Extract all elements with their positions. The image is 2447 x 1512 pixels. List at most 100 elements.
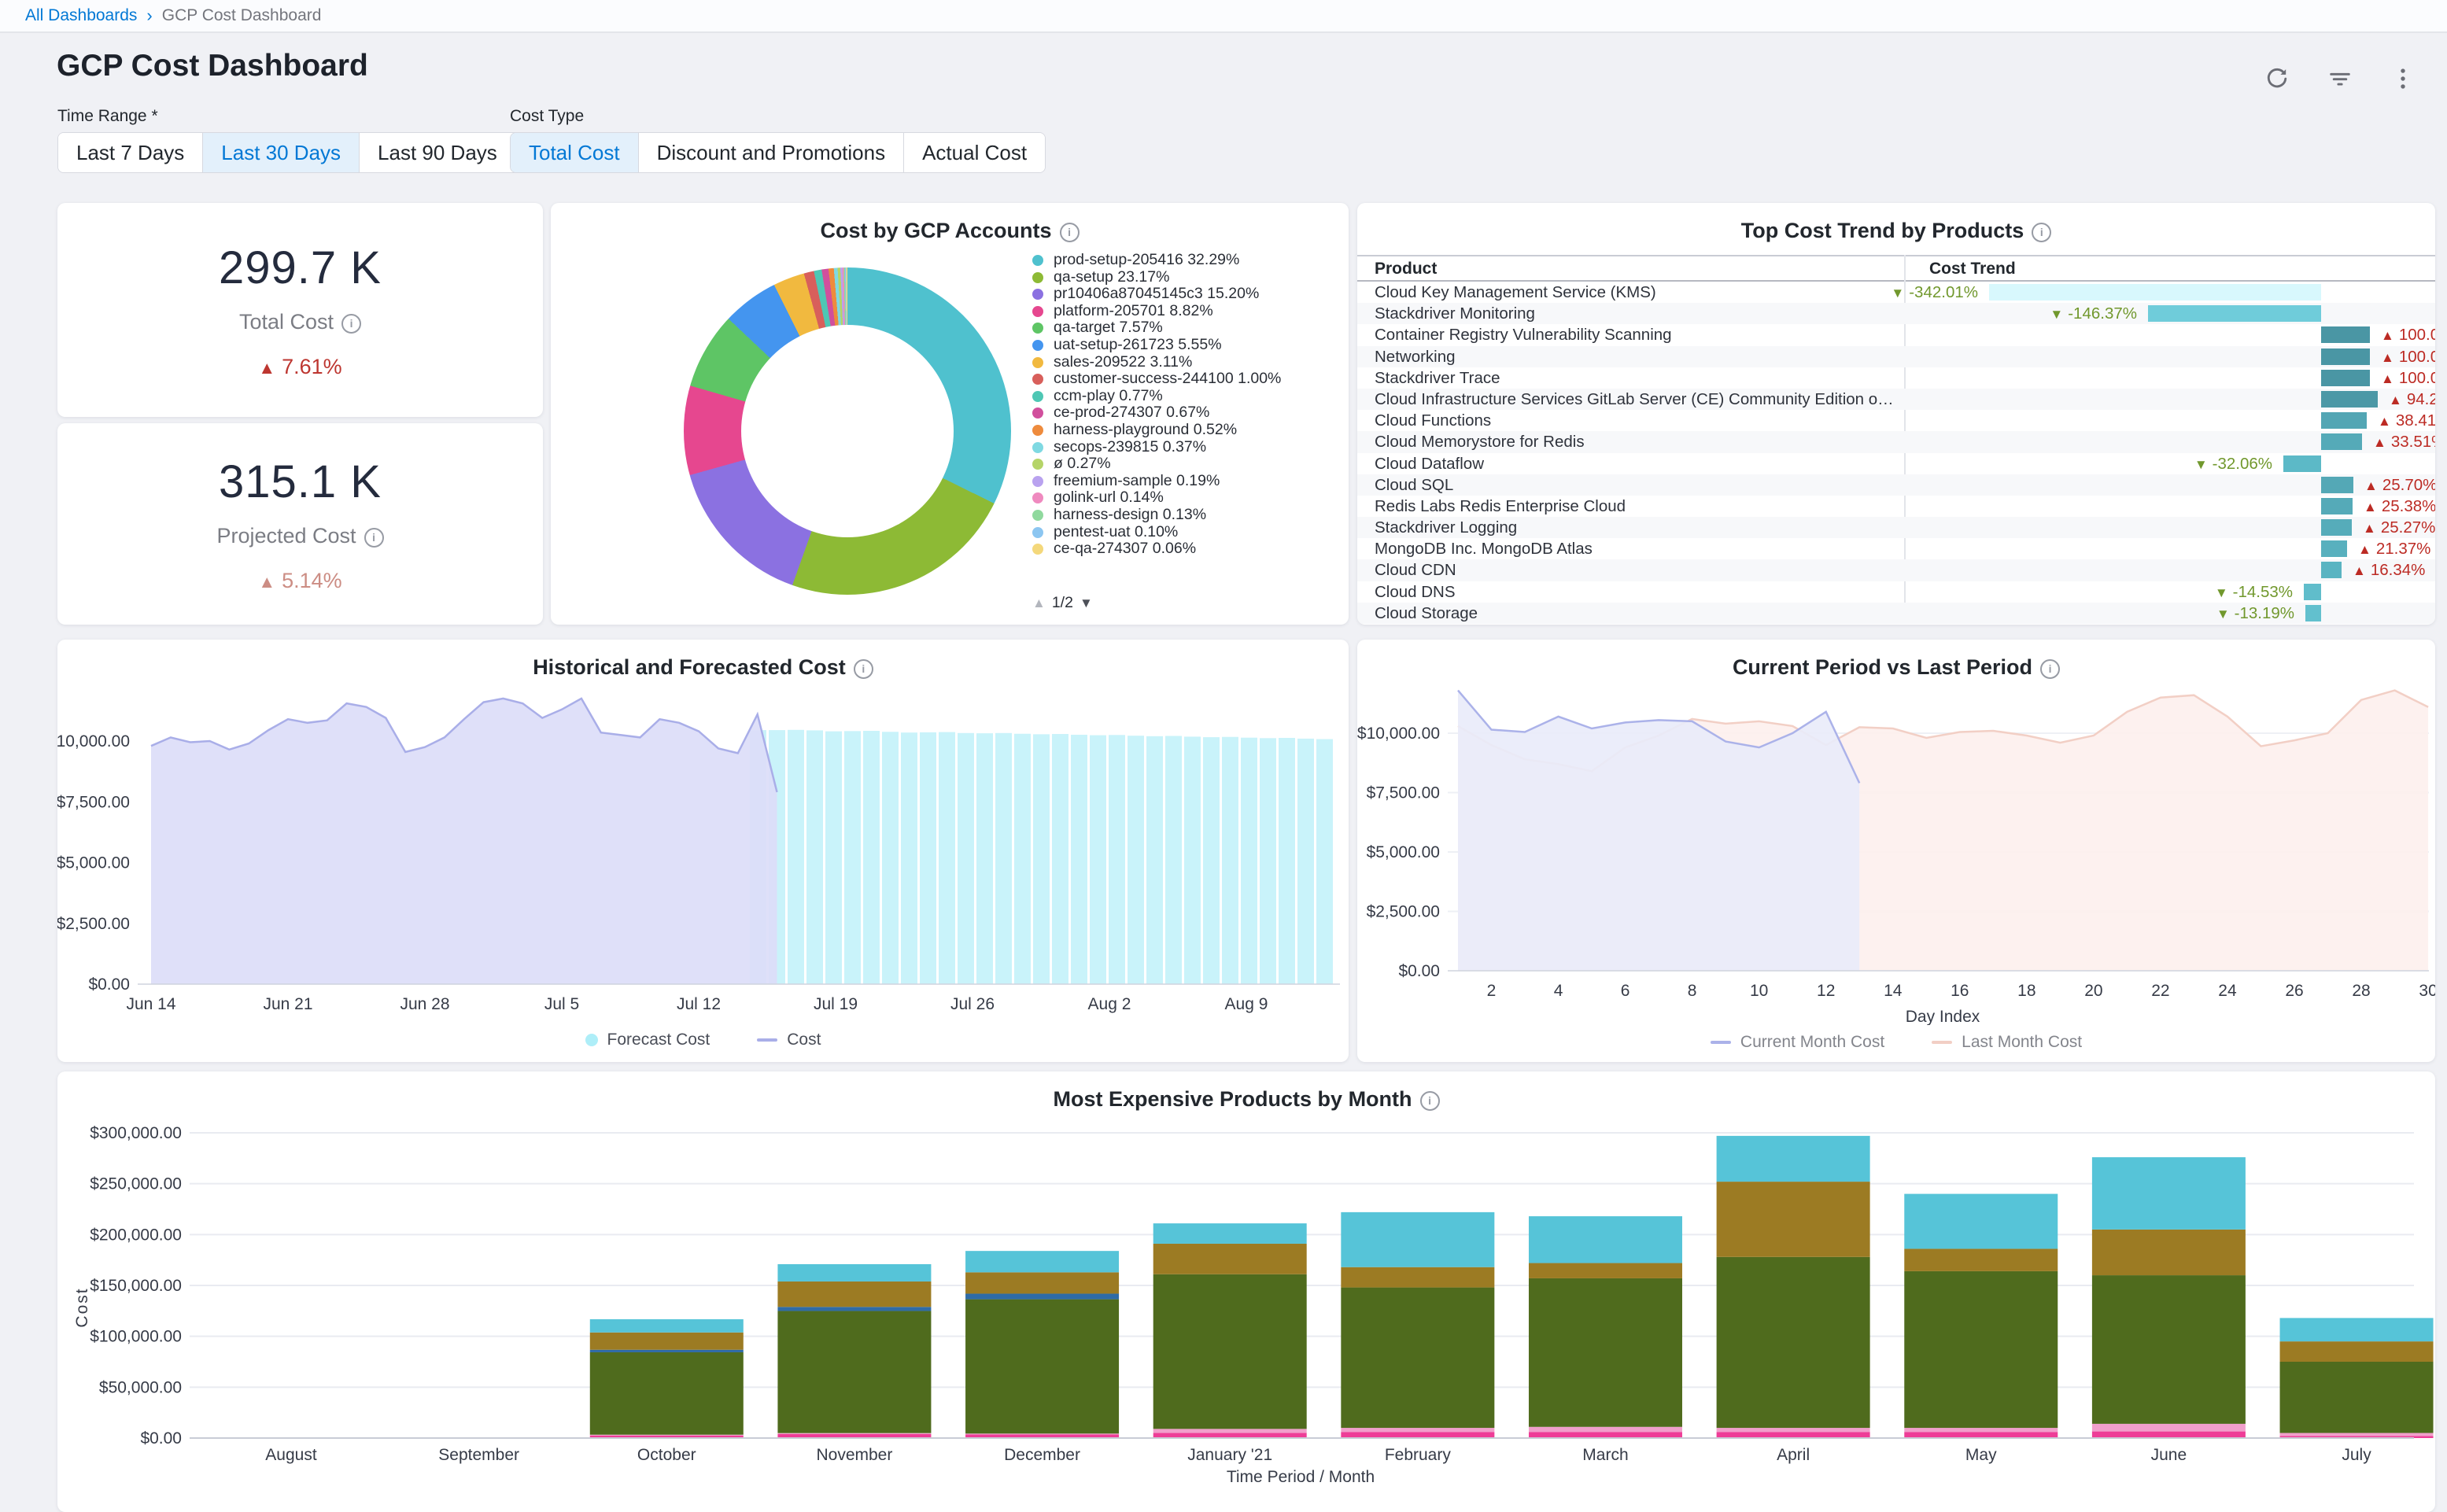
column-header-cost-trend: Cost Trend: [1929, 260, 2016, 278]
legend-item-pentest-uat: pentest-uat 0.10%: [1032, 524, 1336, 541]
legend-item-prod-setup-205416: prod-setup-205416 32.29%: [1032, 252, 1336, 269]
total-cost-value: 299.7 K: [219, 242, 382, 294]
legend-item-uat-setup-261723: uat-setup-261723 5.55%: [1032, 337, 1336, 354]
triangle-up-icon: ▲: [2381, 371, 2394, 386]
historical-forecast-card: Historical and Forecasted Costi $10,000.…: [57, 640, 1349, 1062]
cost-trend-bar: [2321, 562, 2342, 578]
total-cost-label: Total Costi: [239, 310, 361, 334]
monthly-products-chart: $300,000.00$250,000.00$200,000.00$150,00…: [57, 1071, 2435, 1488]
legend-item-ce-prod-274307: ce-prod-274307 0.67%: [1032, 404, 1336, 422]
triangle-down-icon: ▼: [2216, 607, 2230, 621]
triangle-up-icon: ▲: [2358, 542, 2371, 557]
legend-item-harness-playground: harness-playground 0.52%: [1032, 422, 1336, 439]
svg-text:$100,000.00: $100,000.00: [90, 1328, 182, 1346]
cost-trend-bar: [2321, 433, 2362, 450]
breadcrumb-all-dashboards[interactable]: All Dashboards: [25, 6, 137, 25]
product-name: Cloud Storage: [1375, 604, 1894, 623]
svg-text:August: August: [265, 1446, 317, 1464]
cost-trend-percent: ▼-14.53%: [2215, 583, 2293, 602]
historical-forecast-chart: $10,000.00$7,500.00$5,000.00$2,500.00$0.…: [57, 679, 1349, 1025]
legend-dot: [1032, 459, 1043, 470]
legend-item-harness-design: harness-design 0.13%: [1032, 507, 1336, 524]
triangle-down-icon: ▼: [2194, 457, 2208, 472]
svg-text:$10,000.00: $10,000.00: [57, 732, 130, 750]
table-row: Cloud Functions▲38.41%: [1357, 410, 2435, 431]
legend-dot: [1032, 255, 1043, 266]
top-cost-trend-card: Top Cost Trend by Productsi Product Cost…: [1357, 203, 2435, 625]
triangle-up-icon: ▲: [2353, 563, 2366, 578]
pager-up-icon[interactable]: ▲: [1032, 596, 1046, 611]
current-vs-last-chart: $10,000.00$7,500.00$5,000.00$2,500.00$0.…: [1357, 679, 2435, 1025]
svg-text:26: 26: [2285, 982, 2303, 1000]
line-marker: [1932, 1041, 1952, 1044]
table-row: Stackdriver Logging▲25.27%: [1357, 517, 2435, 538]
historical-chart-title: Historical and Forecasted Costi: [57, 655, 1349, 680]
svg-text:$300,000.00: $300,000.00: [90, 1124, 182, 1142]
trend-table-body: Cloud Key Management Service (KMS)▼-342.…: [1357, 282, 2435, 624]
product-name: Stackdriver Monitoring: [1375, 304, 1894, 323]
breadcrumb-chevron-icon: ›: [146, 6, 152, 26]
triangle-down-icon: ▼: [2215, 585, 2228, 600]
legend-entry-forecast-cost: Forecast Cost: [585, 1031, 710, 1049]
kebab-menu-icon[interactable]: [2387, 63, 2419, 94]
legend-item-platform-205701: platform-205701 8.82%: [1032, 303, 1336, 320]
svg-text:October: October: [637, 1446, 696, 1464]
legend-dot: [1032, 492, 1043, 503]
legend-dot: [1032, 425, 1043, 436]
legend-dot: [1032, 323, 1043, 334]
info-icon[interactable]: i: [341, 314, 361, 334]
time-range-option-last-7-days[interactable]: Last 7 Days: [58, 133, 203, 172]
table-row: Cloud SQL▲25.70%: [1357, 474, 2435, 496]
info-icon[interactable]: i: [2040, 659, 2060, 679]
legend-dot: [1032, 476, 1043, 487]
cost-trend-bar: [2305, 605, 2321, 621]
svg-text:$0.00: $0.00: [88, 975, 130, 994]
dot-marker: [585, 1034, 598, 1046]
cost-trend-percent: ▲21.37%: [2358, 540, 2430, 559]
svg-text:Jul 12: Jul 12: [677, 995, 721, 1013]
cost-trend-bar: [2304, 584, 2321, 600]
projected-cost-card: 315.1 K Projected Costi ▲5.14%: [57, 423, 543, 625]
triangle-up-icon: ▲: [258, 572, 275, 592]
svg-text:Time Period / Month: Time Period / Month: [1227, 1468, 1375, 1486]
cost-trend-bar: [2321, 498, 2353, 514]
svg-text:$10,000.00: $10,000.00: [1357, 725, 1440, 743]
current-vs-last-card: Current Period vs Last Periodi $10,000.0…: [1357, 640, 2435, 1062]
cost-type-option-total-cost[interactable]: Total Cost: [511, 133, 639, 172]
product-name: Stackdriver Trace: [1375, 369, 1894, 388]
table-row: Cloud Memorystore for Redis▲33.51%: [1357, 431, 2435, 452]
product-name: Cloud SQL: [1375, 476, 1894, 495]
info-icon[interactable]: i: [364, 528, 384, 548]
svg-text:$5,000.00: $5,000.00: [1367, 843, 1440, 861]
info-icon[interactable]: i: [854, 659, 873, 679]
svg-text:4: 4: [1554, 982, 1563, 1000]
info-icon[interactable]: i: [1060, 223, 1080, 242]
cost-trend-percent: ▲33.51%: [2373, 433, 2435, 452]
table-row: Stackdriver Trace▲100.00%: [1357, 367, 2435, 389]
pager-down-icon[interactable]: ▼: [1080, 596, 1093, 611]
cost-trend-bar: [2321, 370, 2370, 386]
projected-cost-value: 315.1 K: [219, 455, 382, 508]
svg-text:Aug 9: Aug 9: [1225, 995, 1268, 1013]
refresh-icon[interactable]: [2261, 63, 2293, 94]
time-range-option-last-30-days[interactable]: Last 30 Days: [203, 133, 360, 172]
cost-type-option-discount-and-promotions[interactable]: Discount and Promotions: [639, 133, 904, 172]
table-row: Cloud Key Management Service (KMS)▼-342.…: [1357, 282, 2435, 303]
legend-item-: ø 0.27%: [1032, 455, 1336, 473]
legend-dot: [1032, 374, 1043, 385]
cost-trend-percent: ▼-342.01%: [1891, 283, 1978, 302]
legend-item-pr10406a87045145c3: pr10406a87045145c3 15.20%: [1032, 286, 1336, 303]
svg-text:8: 8: [1688, 982, 1697, 1000]
donut-legend: prod-setup-205416 32.29%qa-setup 23.17%p…: [1032, 252, 1336, 558]
svg-text:10: 10: [1750, 982, 1768, 1000]
info-icon[interactable]: i: [2032, 223, 2051, 242]
cost-trend-bar: [2321, 477, 2353, 493]
projected-cost-delta: ▲5.14%: [258, 569, 341, 593]
filter-icon[interactable]: [2324, 63, 2356, 94]
svg-text:May: May: [1965, 1446, 1997, 1464]
cost-trend-bar: [2148, 305, 2321, 322]
cost-type-option-actual-cost[interactable]: Actual Cost: [904, 133, 1045, 172]
svg-text:Jul 5: Jul 5: [544, 995, 579, 1013]
svg-text:June: June: [2151, 1446, 2187, 1464]
time-range-option-last-90-days[interactable]: Last 90 Days: [360, 133, 516, 172]
